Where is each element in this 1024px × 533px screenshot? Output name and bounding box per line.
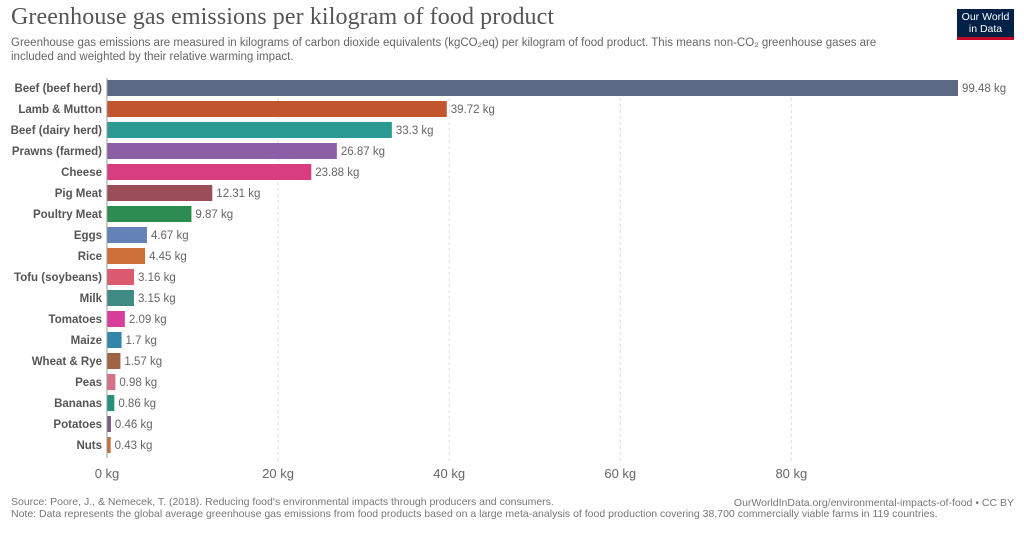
value-label: 99.48 kg [962, 83, 1006, 95]
bar [107, 101, 447, 117]
bar [107, 437, 111, 453]
category-label: Potatoes [53, 419, 102, 431]
logo-line-2: in Data [968, 23, 1003, 35]
category-label: Wheat & Rye [32, 356, 102, 368]
value-label: 0.43 kg [115, 440, 153, 452]
category-label: Tofu (soybeans) [14, 272, 102, 284]
category-label: Prawns (farmed) [12, 146, 102, 158]
bar [107, 332, 122, 348]
value-label: 23.88 kg [315, 167, 359, 179]
value-label: 2.09 kg [129, 314, 167, 326]
value-label: 4.67 kg [151, 230, 189, 242]
category-label: Poultry Meat [33, 209, 102, 221]
source-link[interactable]: OurWorldInData.org/environmental-impacts… [733, 497, 1014, 509]
category-label: Rice [78, 251, 102, 263]
value-label: 1.7 kg [126, 335, 157, 347]
category-label: Lamb & Mutton [18, 104, 102, 116]
category-label: Cheese [61, 167, 102, 179]
x-tick-label: 40 kg [433, 466, 465, 481]
logo-line-1: Our World [961, 11, 1010, 23]
chart-footer-notes: Source: Poore, J., & Nemecek, T. (2018).… [11, 496, 941, 520]
category-label: Maize [71, 335, 102, 347]
x-tick-label: 20 kg [262, 466, 294, 481]
category-label: Eggs [74, 230, 102, 242]
value-label: 0.46 kg [115, 419, 153, 431]
value-label: 0.98 kg [119, 377, 157, 389]
bar [107, 206, 192, 222]
bar [107, 290, 134, 306]
x-tick-label: 0 kg [95, 466, 120, 481]
owid-logo[interactable]: Our World in Data [957, 9, 1014, 40]
bar [107, 416, 111, 432]
bar [107, 143, 337, 159]
category-label: Peas [75, 377, 102, 389]
bar [107, 227, 147, 243]
value-label: 33.3 kg [396, 125, 434, 137]
bar [107, 374, 116, 390]
bar [107, 395, 115, 411]
bar [107, 80, 958, 96]
bar [107, 311, 125, 327]
chart-subtitle: Greenhouse gas emissions are measured in… [11, 37, 877, 63]
category-label: Beef (beef herd) [14, 83, 102, 95]
category-label: Beef (dairy herd) [11, 125, 103, 137]
category-label: Nuts [76, 440, 102, 452]
source-note: Source: Poore, J., & Nemecek, T. (2018).… [11, 496, 554, 508]
category-label: Tomatoes [49, 314, 102, 326]
x-tick-label: 80 kg [775, 466, 807, 481]
bar [107, 164, 312, 180]
chart-title: Greenhouse gas emissions per kilogram of… [11, 4, 555, 30]
bar [107, 248, 146, 264]
category-label: Milk [80, 293, 103, 305]
bar [107, 185, 213, 201]
category-label: Pig Meat [55, 188, 102, 200]
bar [107, 353, 121, 369]
x-tick-label: 60 kg [604, 466, 636, 481]
value-label: 9.87 kg [195, 209, 233, 221]
value-label: 3.16 kg [138, 272, 176, 284]
bar [107, 269, 135, 285]
value-label: 12.31 kg [216, 188, 260, 200]
value-label: 1.57 kg [124, 356, 162, 368]
data-note: Note: Data represents the global average… [11, 507, 938, 520]
value-label: 39.72 kg [451, 104, 495, 116]
value-label: 0.86 kg [118, 398, 156, 410]
bar [107, 122, 392, 138]
category-label: Bananas [54, 398, 102, 410]
value-label: 3.15 kg [138, 293, 176, 305]
value-label: 26.87 kg [341, 146, 385, 158]
value-label: 4.45 kg [149, 251, 187, 263]
